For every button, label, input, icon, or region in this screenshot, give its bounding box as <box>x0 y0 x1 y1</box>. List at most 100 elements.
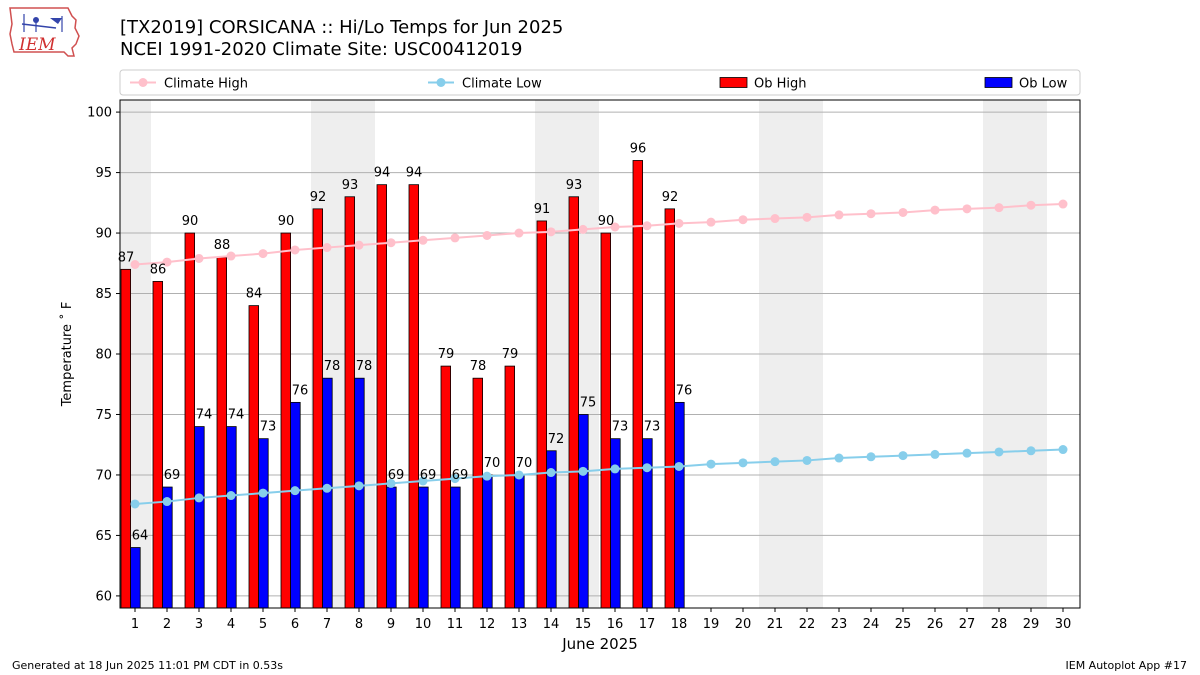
legend-label: Ob High <box>754 77 807 92</box>
ob-low-label: 76 <box>676 383 693 398</box>
climate-low-point <box>1026 446 1036 456</box>
ob-high-label: 78 <box>470 359 487 374</box>
ob-high-label: 87 <box>118 250 135 265</box>
climate-high-point <box>610 222 620 232</box>
ob-low-bar <box>578 414 589 609</box>
ob-high-bar <box>312 208 324 609</box>
climate-high-point <box>130 259 140 269</box>
legend-box <box>119 69 1081 96</box>
ob-high-label: 94 <box>406 166 423 181</box>
x-tick-label: 18 <box>671 617 688 632</box>
ob-high-bar <box>440 365 452 609</box>
climate-high-point <box>1058 199 1068 209</box>
ob-high-label: 86 <box>150 262 167 277</box>
x-tick-label: 22 <box>799 617 816 632</box>
ob-low-bar <box>290 401 301 609</box>
x-tick-label: 7 <box>323 617 331 632</box>
climate-low-point <box>674 461 684 471</box>
y-tick-label: 90 <box>95 227 112 242</box>
y-tick-label: 70 <box>95 468 112 483</box>
x-tick-label: 1 <box>131 617 139 632</box>
y-axis-label: Temperature ˚ F <box>59 302 75 408</box>
climate-high-point <box>258 249 268 259</box>
ob-low-label: 73 <box>644 420 661 435</box>
climate-high-point <box>290 245 300 255</box>
climate-low-line <box>134 448 1064 505</box>
ob-high-label: 90 <box>278 214 295 229</box>
climate-high-point <box>642 221 652 231</box>
ob-high-bar <box>152 281 164 609</box>
ob-high-bar <box>216 256 228 609</box>
climate-low-point <box>194 493 204 503</box>
ob-low-label: 69 <box>420 468 437 483</box>
climate-high-point <box>770 214 780 224</box>
ob-high-bar <box>408 184 420 609</box>
ob-low-label: 64 <box>132 529 149 544</box>
chart-title: [TX2019] CORSICANA :: Hi/Lo Temps for Ju… <box>120 17 564 38</box>
climate-low-point <box>930 449 940 459</box>
ob-low-bar <box>194 426 205 609</box>
x-tick-label: 2 <box>163 617 171 632</box>
ob-low-bar <box>386 486 397 609</box>
ob-low-bar <box>130 547 141 609</box>
legend: Climate High Climate Low Ob High Ob Low <box>119 69 1081 96</box>
climate-high-point <box>1026 200 1036 210</box>
legend-swatch-bar <box>719 77 748 88</box>
ob-high-label: 90 <box>182 214 199 229</box>
climate-low-point <box>418 476 428 486</box>
y-tick-label: 85 <box>95 287 112 302</box>
legend-label: Climate High <box>164 77 248 92</box>
x-tick-label: 8 <box>355 617 363 632</box>
climate-high-point <box>514 228 524 238</box>
climate-high-point <box>354 240 364 250</box>
climate-low-point <box>130 499 140 509</box>
ob-high-label: 92 <box>662 190 679 205</box>
ob-high-label: 94 <box>374 166 391 181</box>
climate-low-point <box>482 471 492 481</box>
climate-high-point <box>738 215 748 225</box>
climate-low-point <box>290 486 300 496</box>
ob-low-bar <box>610 438 621 609</box>
climate-high-point <box>994 203 1004 213</box>
ob-low-bar <box>258 438 269 609</box>
ob-high-bar <box>248 305 260 609</box>
climate-high-point <box>578 224 588 234</box>
climate-high-point <box>482 230 492 240</box>
climate-low-point <box>866 452 876 462</box>
climate-high-point <box>834 210 844 220</box>
ob-low-label: 73 <box>260 420 277 435</box>
climate-low-point <box>994 447 1004 457</box>
x-tick-label: 4 <box>227 617 235 632</box>
iem-logo-graphic: IEM <box>9 7 80 57</box>
ob-low-label: 70 <box>484 456 501 471</box>
climate-high-point <box>866 209 876 219</box>
climate-low-point <box>962 448 972 458</box>
footer-generated-text: Generated at 18 Jun 2025 11:01 PM CDT in… <box>12 659 284 672</box>
ob-low-label: 74 <box>228 408 245 423</box>
x-tick-label: 24 <box>863 617 880 632</box>
ob-low-bar <box>482 474 493 609</box>
x-tick-label: 28 <box>991 617 1008 632</box>
climate-low-point <box>770 457 780 467</box>
ob-high-bar <box>184 232 196 609</box>
climate-high-point <box>898 207 908 217</box>
climate-low-point <box>802 455 812 465</box>
climate-high-point <box>674 218 684 228</box>
climate-low-point <box>738 458 748 468</box>
legend-swatch-marker <box>436 78 446 87</box>
ob-high-bar <box>120 268 132 609</box>
ob-low-label: 72 <box>548 432 565 447</box>
x-axis-label: June 2025 <box>561 635 638 653</box>
ob-low-label: 69 <box>164 468 181 483</box>
ob-low-bar <box>322 377 333 609</box>
ob-low-label: 78 <box>356 359 373 374</box>
gridlines <box>120 111 1080 597</box>
climate-high-point <box>226 251 236 261</box>
y-tick-label: 95 <box>95 166 112 181</box>
climate-high-point <box>962 204 972 214</box>
ob-high-label: 79 <box>438 347 455 362</box>
ob-high-bar <box>472 377 484 609</box>
climate-low-point <box>450 474 460 484</box>
ob-low-bar <box>674 401 685 609</box>
ob-high-bar <box>664 208 676 609</box>
